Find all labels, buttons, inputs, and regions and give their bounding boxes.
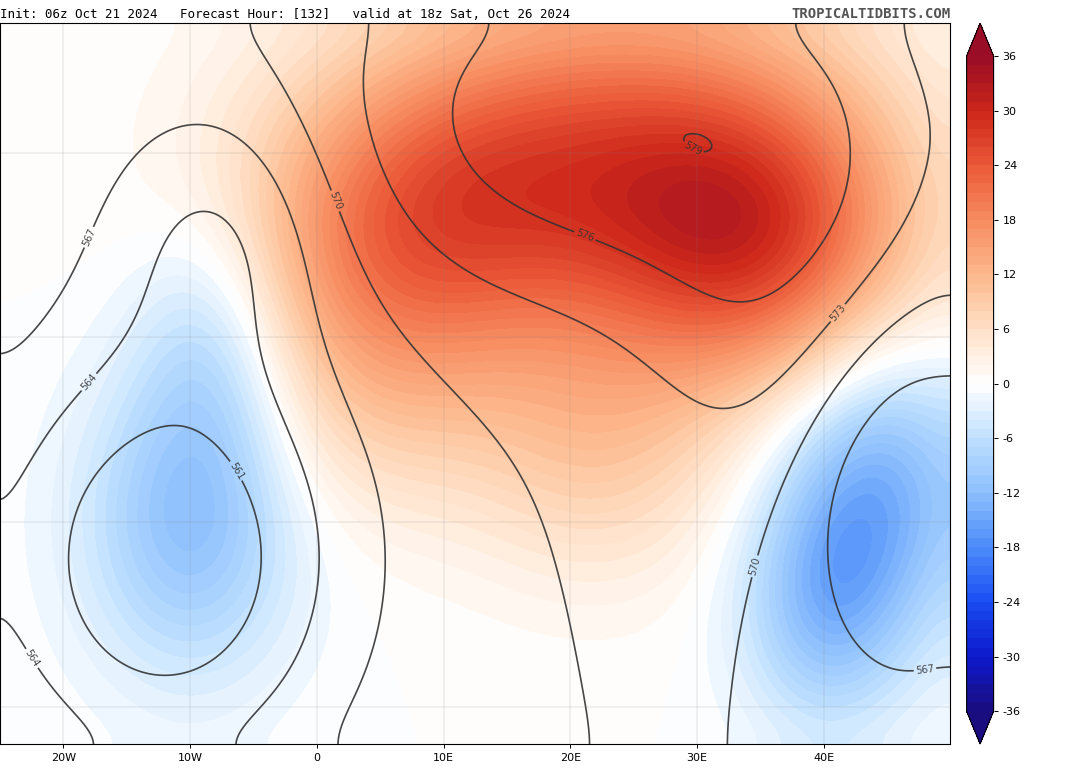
PathPatch shape — [967, 711, 994, 744]
PathPatch shape — [967, 23, 994, 56]
Text: 567: 567 — [915, 663, 935, 676]
Text: 576: 576 — [575, 228, 595, 244]
Text: 579: 579 — [683, 140, 703, 157]
Text: 573: 573 — [828, 302, 848, 323]
Text: 567: 567 — [81, 226, 97, 248]
Text: 561: 561 — [227, 460, 245, 481]
Text: 564: 564 — [23, 648, 41, 669]
Text: TROPICALTIDBITS.COM: TROPICALTIDBITS.COM — [792, 7, 950, 21]
Text: Init: 06z Oct 21 2024   Forecast Hour: [132]   valid at 18z Sat, Oct 26 2024: Init: 06z Oct 21 2024 Forecast Hour: [13… — [0, 8, 570, 21]
Text: 570: 570 — [747, 556, 762, 577]
Text: 570: 570 — [327, 191, 343, 212]
Text: 564: 564 — [79, 372, 99, 392]
